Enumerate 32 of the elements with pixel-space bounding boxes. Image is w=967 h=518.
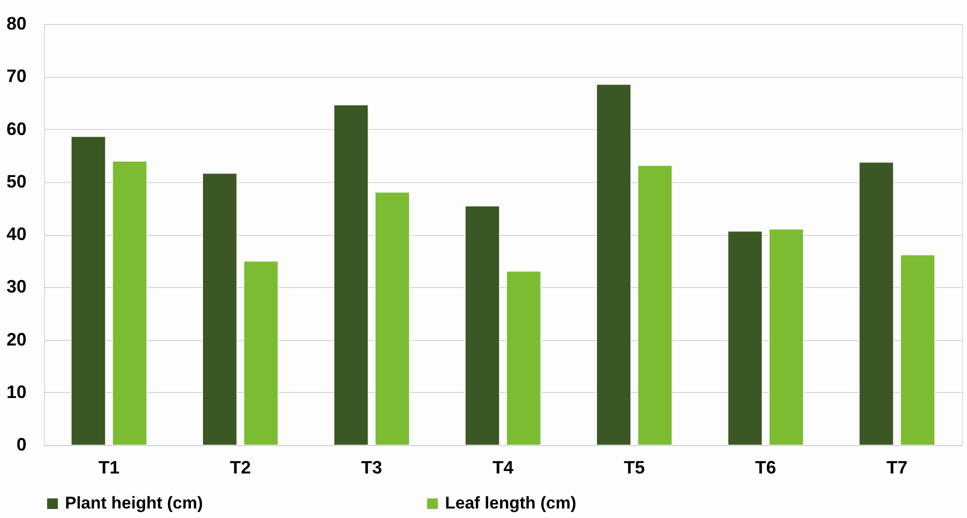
y-tick-label: 10 (6, 382, 26, 402)
y-tick-label: 30 (6, 276, 26, 297)
y-tick-label: 50 (6, 171, 26, 192)
bar (769, 228, 804, 446)
y-tick-label: 0 (16, 434, 26, 454)
bar (728, 231, 762, 446)
x-tick-label: T6 (755, 458, 776, 478)
bar (900, 254, 935, 446)
x-tick-label: T3 (361, 458, 382, 478)
x-tick-label: T7 (886, 458, 908, 478)
y-tick-label: 70 (6, 66, 26, 86)
bar (375, 192, 410, 446)
bar (859, 162, 894, 446)
bar (465, 206, 500, 446)
bar (506, 271, 541, 446)
bar (244, 261, 278, 446)
bar (638, 165, 672, 446)
y-tick-label: 60 (6, 118, 26, 139)
y-tick-label: 40 (6, 224, 26, 244)
x-tick-label: T1 (98, 458, 120, 478)
bar (202, 173, 237, 446)
x-tick-label: T5 (624, 458, 645, 478)
y-tick-label: 20 (6, 329, 26, 350)
y-tick-label: 80 (6, 14, 26, 34)
x-tick-label: T4 (492, 458, 514, 478)
bar (112, 161, 147, 446)
bar (596, 84, 631, 446)
legend-label: Plant height (cm) (65, 494, 203, 513)
x-tick-label: T2 (230, 458, 251, 478)
bar (71, 136, 106, 446)
bar (334, 104, 368, 446)
legend-label: Leaf length (cm) (445, 494, 576, 513)
